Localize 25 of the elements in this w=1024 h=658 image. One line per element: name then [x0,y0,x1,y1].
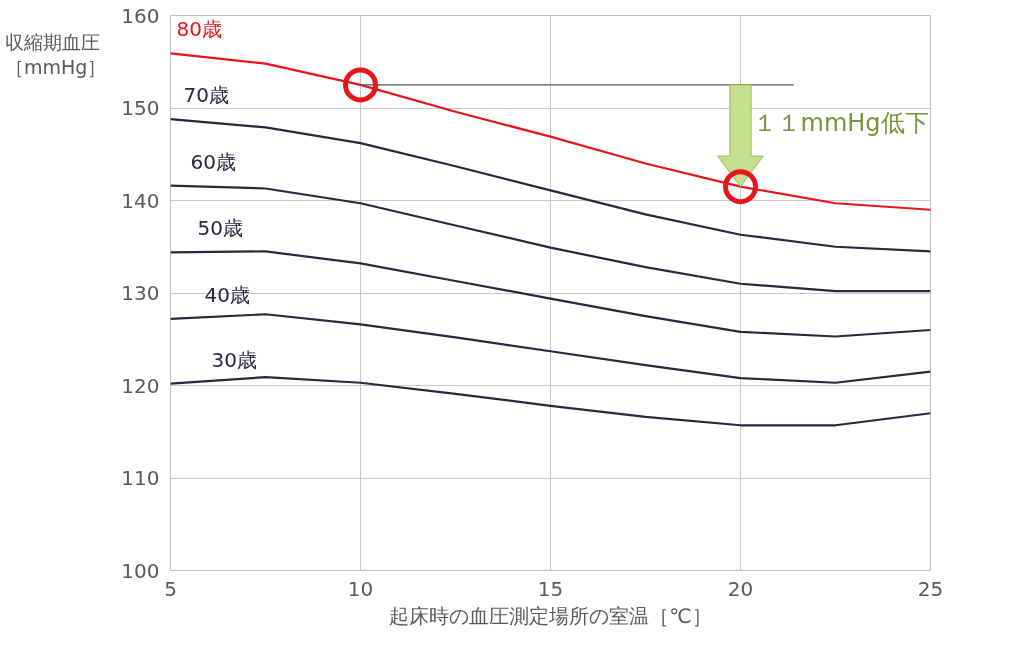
x-tick-label: 5 [164,576,177,601]
y-tick-label: 100 [121,558,160,583]
series-label: 40歳 [204,282,250,307]
series-label: 50歳 [197,216,243,241]
x-tick-label: 20 [727,576,754,601]
annotation: １１mmHg低下 [752,108,929,137]
y-tick-label: 160 [121,3,160,28]
y-tick-label: 140 [121,188,160,213]
line-series [170,313,931,384]
x-tick-label: 15 [537,576,564,601]
line-series [170,250,931,338]
line-series [170,376,931,427]
y-axis-title: 収縮期血圧［mmHg］ [5,30,107,80]
y-tick-label: 150 [121,96,160,120]
series-label: 70歳 [183,83,229,108]
y-tick-label: 110 [121,466,160,490]
series-label: 60歳 [190,149,236,174]
x-tick-label: 10 [347,576,374,601]
y-tick-label: 130 [121,281,160,305]
series-label: 30歳 [211,347,257,372]
x-axis-title: 起床時の血圧測定場所の室温［℃］ [389,603,712,628]
line-series [170,52,931,211]
y-tick-label: 120 [121,373,160,398]
x-tick-label: 25 [917,576,944,601]
series-label: 80歳 [176,17,222,42]
